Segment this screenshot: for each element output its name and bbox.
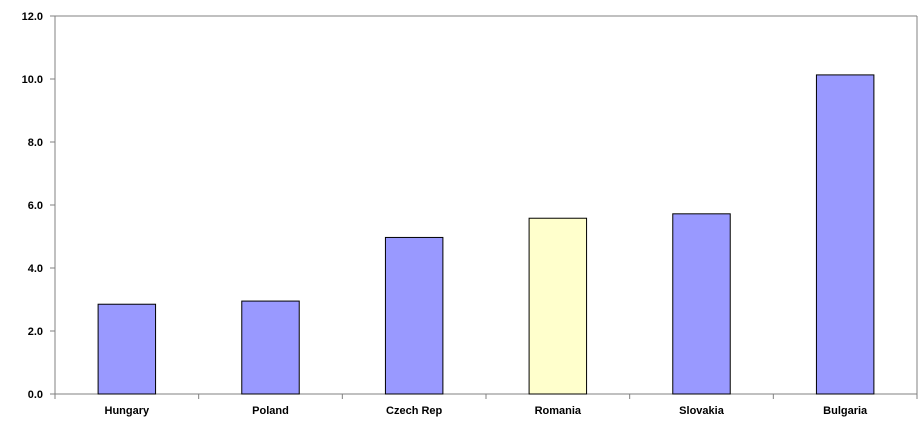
y-tick-label: 2.0 xyxy=(28,326,43,338)
y-tick-label: 12.0 xyxy=(22,11,43,23)
bar-poland xyxy=(241,300,300,395)
y-tick-label: 10.0 xyxy=(22,74,43,86)
y-axis: 0.0 2.0 4.0 6.0 8.0 10.0 12.0 xyxy=(22,11,918,401)
x-tick-label: Poland xyxy=(252,405,289,417)
x-tick-label: Slovakia xyxy=(679,405,725,417)
x-tick-label: Czech Rep xyxy=(386,405,443,417)
x-tick-label: Hungary xyxy=(105,405,151,417)
y-tick-label: 4.0 xyxy=(28,263,43,275)
y-tick-label: 8.0 xyxy=(28,137,43,149)
x-tick-label: Romania xyxy=(535,405,582,417)
y-tick-label: 0.0 xyxy=(28,389,43,401)
y-tick-label: 6.0 xyxy=(28,200,43,212)
bar-hungary xyxy=(97,303,157,395)
bars xyxy=(97,74,875,395)
bar-bulgaria xyxy=(815,74,875,395)
bar-czech-rep xyxy=(384,236,444,395)
x-axis: Hungary Poland Czech Rep Romania Slovakia Bul… xyxy=(54,393,918,417)
bar-romania xyxy=(528,217,588,395)
x-tick-label: Bulgaria xyxy=(823,405,868,417)
bar-slovakia xyxy=(672,213,731,395)
